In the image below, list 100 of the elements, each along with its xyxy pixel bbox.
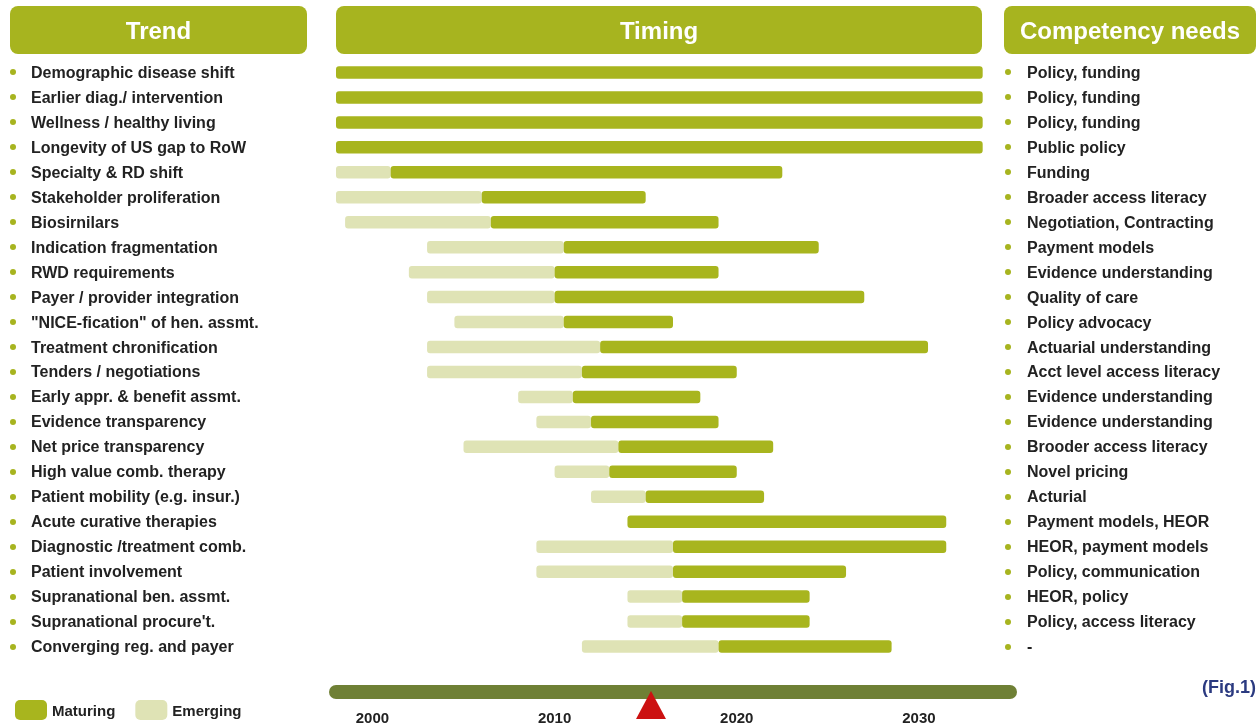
bar xyxy=(627,590,683,603)
bar xyxy=(408,265,555,279)
x-tick-label: 2020 xyxy=(720,709,754,726)
y-tick-label: Stakeholder proliferation xyxy=(31,188,221,206)
y2-tick-label: Evidence understanding xyxy=(1027,388,1213,406)
y2-tick-label: Policy, funding xyxy=(1027,63,1141,81)
bar xyxy=(490,215,719,229)
bar xyxy=(336,116,983,129)
legend-label: Maturing xyxy=(52,701,116,719)
bar xyxy=(673,540,947,553)
bar xyxy=(427,365,582,379)
legend-label: Emerging xyxy=(172,701,242,719)
bar xyxy=(536,540,673,553)
y-tick-label: Supranational ben. assmt. xyxy=(31,588,231,606)
y-tick-label: "NICE-fication" of hen. assmt. xyxy=(31,313,259,331)
y2-tick-label: Evidence understanding xyxy=(1027,413,1213,431)
y-tick-label: Indication fragmentation xyxy=(31,238,218,256)
y2-tick-label: Policy, communication xyxy=(1027,563,1201,581)
y-tick-label: Treatment chronification xyxy=(31,338,218,356)
y-tick-label: Earlier diag./ intervention xyxy=(31,88,224,106)
bar xyxy=(627,515,947,528)
bar xyxy=(563,240,819,254)
y-tick-label: Early appr. & benefit assmt. xyxy=(31,388,241,406)
y2-tick-label: Payment models xyxy=(1027,238,1155,256)
y2-tick-label: Funding xyxy=(1027,163,1091,181)
text: (Fig.1) xyxy=(1202,677,1257,697)
y-tick-label: Supranational procure't. xyxy=(31,613,216,631)
y2-tick-label: Policy, access literacy xyxy=(1027,613,1196,631)
y-tick-label: Wellness / healthy living xyxy=(31,113,216,131)
bar xyxy=(627,615,683,628)
bar xyxy=(682,590,810,603)
y2-tick-label: Quality of care xyxy=(1027,288,1139,306)
y-tick-label: Biosirnilars xyxy=(31,213,120,231)
bar xyxy=(518,390,573,404)
bar xyxy=(572,390,701,404)
bar xyxy=(336,191,482,204)
y2-tick-label: Broader access literacy xyxy=(1027,188,1207,206)
y2-tick-label: HEOR, payment models xyxy=(1027,538,1209,556)
bar xyxy=(454,315,564,329)
y2-tick-label: Payment models, HEOR xyxy=(1027,513,1210,531)
y-tick-label: RWD requirements xyxy=(31,263,175,281)
y2-tick-label: Acct level access literacy xyxy=(1027,363,1221,381)
bar xyxy=(718,640,892,653)
y-tick-label: Diagnostic /treatment comb. xyxy=(31,538,247,556)
y2-tick-label: Novel pricing xyxy=(1027,463,1129,481)
bar xyxy=(591,490,646,504)
bar xyxy=(536,565,673,578)
x-tick-label: 2010 xyxy=(537,709,572,726)
y-tick-label: Specialty & RD shift xyxy=(31,163,184,181)
bar xyxy=(581,640,719,653)
bar xyxy=(645,490,765,504)
bar xyxy=(427,340,601,354)
y2-tick-label: Policy advocacy xyxy=(1027,313,1152,331)
bar xyxy=(345,215,491,229)
bar xyxy=(554,465,610,479)
bar xyxy=(336,141,983,154)
bar xyxy=(390,166,783,179)
bar xyxy=(591,415,719,429)
y-tick-label: Longevity of US gap to RoW xyxy=(31,138,247,156)
y2-tick-label: HEOR, policy xyxy=(1027,588,1129,606)
bar xyxy=(618,440,774,454)
bar xyxy=(682,615,810,628)
bar xyxy=(581,365,737,379)
bar xyxy=(554,265,719,279)
x-tick-label: 2030 xyxy=(902,709,936,726)
y2-tick-label: Policy, funding xyxy=(1027,88,1141,106)
y-tick-label: Payer / provider integration xyxy=(31,288,240,306)
y2-tick-label: Policy, funding xyxy=(1027,113,1141,131)
y-tick-label: Net price transparency xyxy=(31,438,205,456)
y2-tick-label: - xyxy=(1027,638,1033,656)
bar xyxy=(336,166,391,179)
y-tick-label: Demographic disease shift xyxy=(31,63,236,81)
bar xyxy=(427,290,555,304)
y-tick-label: Acute curative therapies xyxy=(31,513,217,531)
y-tick-label: Converging reg. and payer xyxy=(31,638,234,656)
bar xyxy=(336,66,983,79)
y-tick-label: Patient mobility (e.g. insur.) xyxy=(31,488,240,506)
bar xyxy=(336,91,983,104)
bar xyxy=(600,340,929,354)
bar xyxy=(563,315,673,329)
bar xyxy=(673,565,847,578)
bar xyxy=(427,240,564,254)
y2-tick-label: Negotiation, Contracting xyxy=(1027,213,1214,231)
y2-tick-label: Brooder access literacy xyxy=(1027,438,1208,456)
y2-tick-label: Acturial xyxy=(1027,488,1087,506)
bar xyxy=(554,290,865,304)
bar xyxy=(609,465,737,479)
y-tick-label: Evidence transparency xyxy=(31,413,207,431)
bar xyxy=(536,415,592,429)
y2-tick-label: Evidence understanding xyxy=(1027,263,1213,281)
y2-axis-title: Competency needs xyxy=(1019,16,1241,44)
y-tick-label: Tenders / negotiations xyxy=(31,363,201,381)
y-tick-label: High value comb. therapy xyxy=(31,463,226,481)
bar xyxy=(481,191,646,204)
y2-tick-label: Actuarial understanding xyxy=(1027,338,1212,356)
chart-title: Timing xyxy=(619,16,699,44)
y2-tick-label: Public policy xyxy=(1027,138,1126,156)
y-axis-title: Trend xyxy=(125,16,192,44)
x-tick-label: 2000 xyxy=(355,709,390,726)
bar xyxy=(463,440,619,454)
